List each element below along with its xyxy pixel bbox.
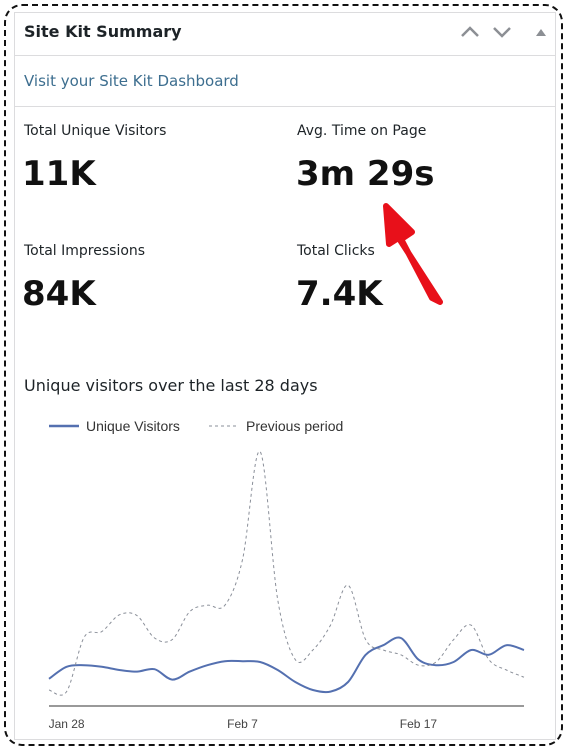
frame (4, 4, 563, 746)
widget (14, 12, 556, 740)
metric-value: 11K (22, 154, 96, 194)
metric-value: 84K (22, 274, 96, 314)
red-arrow (383, 203, 443, 305)
divider (15, 106, 555, 107)
metric-label: Total Impressions (24, 243, 146, 259)
x-tick-label: Feb 7 (227, 717, 258, 731)
metric-value: 7.4K (296, 274, 383, 314)
series-line (48, 636, 525, 694)
widget-title: Site Kit Summary (24, 22, 182, 41)
dashboard-link[interactable]: Visit your Site Kit Dashboard (24, 72, 239, 90)
metric-label: Avg. Time on Page (297, 123, 427, 139)
divider (15, 55, 555, 56)
collapse-icon[interactable] (536, 29, 546, 36)
reorder-icons[interactable] (461, 26, 511, 38)
legend-label: Unique Visitors (86, 418, 180, 434)
metric-value: 3m 29s (296, 154, 435, 194)
legend-label: Previous period (246, 418, 343, 434)
x-tick-label: Jan 28 (49, 717, 85, 731)
chart-title: Unique visitors over the last 28 days (24, 376, 318, 395)
metric-label: Total Unique Visitors (24, 123, 167, 139)
x-tick-label: Feb 17 (400, 717, 438, 731)
series-line (48, 451, 525, 696)
metric-label: Total Clicks (297, 243, 375, 259)
